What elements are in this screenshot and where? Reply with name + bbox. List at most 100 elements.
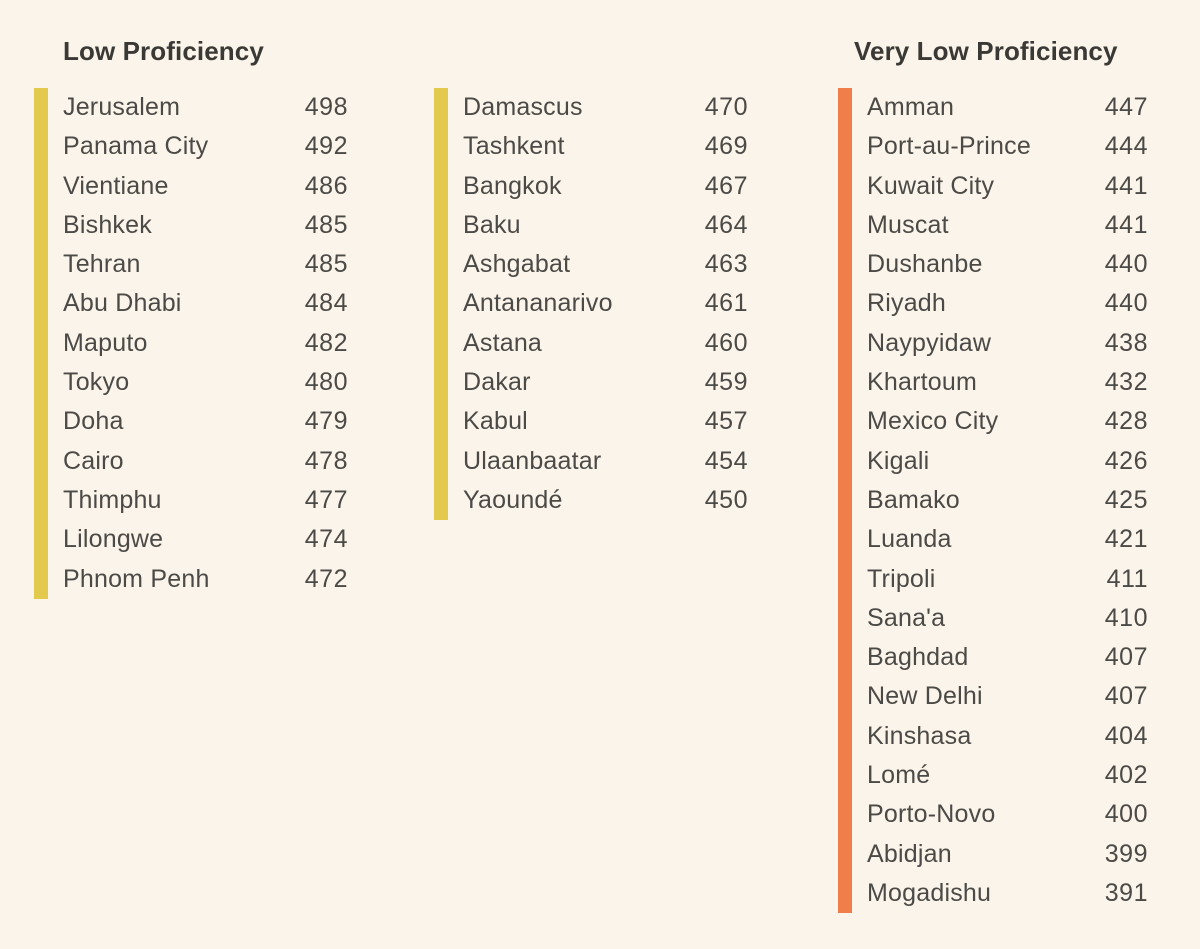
band-color-bar-yellow xyxy=(434,88,448,521)
city-score: 485 xyxy=(304,210,348,239)
city-score: 438 xyxy=(1104,328,1148,357)
city-row: New Delhi 407 xyxy=(867,677,1148,716)
city-score: 440 xyxy=(1104,289,1148,318)
city-score: 474 xyxy=(304,525,348,554)
city-name: Port-au-Prince xyxy=(867,132,1031,161)
city-name: Ashgabat xyxy=(463,250,571,279)
city-score: 482 xyxy=(304,328,348,357)
city-row: Bangkok 467 xyxy=(463,167,748,206)
city-name: Ulaanbaatar xyxy=(463,446,602,475)
city-score: 454 xyxy=(704,446,748,475)
city-score: 441 xyxy=(1104,210,1148,239)
city-row: Mogadishu 391 xyxy=(867,874,1148,913)
city-score: 447 xyxy=(1104,93,1148,121)
city-row: Bishkek 485 xyxy=(63,206,348,245)
city-row: Porto-Novo 400 xyxy=(867,795,1148,834)
city-score: 410 xyxy=(1104,603,1148,632)
city-name: New Delhi xyxy=(867,682,983,711)
city-row: Abu Dhabi 484 xyxy=(63,284,348,323)
city-score: 450 xyxy=(704,485,748,514)
city-name: Lilongwe xyxy=(63,525,164,554)
city-name: Kigali xyxy=(867,446,930,475)
city-row: Port-au-Prince 444 xyxy=(867,127,1148,166)
city-row: Sana'a 410 xyxy=(867,599,1148,638)
city-name: Tokyo xyxy=(63,368,130,397)
city-name: Muscat xyxy=(867,210,949,239)
city-row: Khartoum 432 xyxy=(867,363,1148,402)
city-row: Tashkent 469 xyxy=(463,127,748,166)
section-title-empty xyxy=(434,36,748,66)
city-row: Tripoli 411 xyxy=(867,560,1148,599)
city-score: 472 xyxy=(304,564,348,593)
city-row: Doha 479 xyxy=(63,402,348,441)
city-name: Abu Dhabi xyxy=(63,289,182,318)
city-score: 460 xyxy=(704,328,748,357)
city-name: Doha xyxy=(63,407,124,436)
city-name: Astana xyxy=(463,328,543,357)
city-name: Bangkok xyxy=(463,171,562,200)
section-title-very-low-proficiency: Very Low Proficiency xyxy=(854,36,1118,66)
city-score: 432 xyxy=(1104,368,1148,397)
city-score: 478 xyxy=(304,446,348,475)
city-score: 402 xyxy=(1104,761,1148,790)
city-score: 407 xyxy=(1104,682,1148,711)
city-row: Naypyidaw 438 xyxy=(867,324,1148,363)
city-row: Ashgabat 463 xyxy=(463,245,748,284)
city-name: Cairo xyxy=(63,446,124,475)
city-score: 464 xyxy=(704,210,748,239)
city-row: Bamako 425 xyxy=(867,481,1148,520)
city-name: Lomé xyxy=(867,761,931,790)
city-row: Lomé 402 xyxy=(867,756,1148,795)
section-title-low-proficiency: Low Proficiency xyxy=(63,36,264,66)
band-color-bar-orange xyxy=(838,88,852,914)
city-name: Bamako xyxy=(867,485,960,514)
city-score: 467 xyxy=(704,171,748,200)
city-name: Mogadishu xyxy=(867,878,992,907)
city-row: Dushanbe 440 xyxy=(867,245,1148,284)
city-list-low-b: Damascus 470 Tashkent 469 Bangkok 467 xyxy=(434,88,748,521)
city-row: Baku 464 xyxy=(463,206,748,245)
city-name: Kinshasa xyxy=(867,721,972,750)
city-rows: Amman 447 Port-au-Prince 444 Kuwait City… xyxy=(867,88,1148,913)
city-score: 428 xyxy=(1104,407,1148,436)
city-score: 411 xyxy=(1106,564,1148,593)
city-row: Damascus 470 xyxy=(463,88,748,127)
city-rows: Damascus 470 Tashkent 469 Bangkok 467 xyxy=(463,88,748,520)
city-name: Mexico City xyxy=(867,407,999,436)
city-row: Ulaanbaatar 454 xyxy=(463,442,748,481)
city-row: Lilongwe 474 xyxy=(63,520,348,559)
city-row: Amman 447 xyxy=(867,88,1148,127)
column-low-proficiency-a: Low Proficiency Jerusalem 498 Panama Cit… xyxy=(34,36,348,599)
city-name: Abidjan xyxy=(867,839,952,868)
city-score: 444 xyxy=(1104,132,1148,161)
city-name: Tehran xyxy=(63,250,141,279)
city-name: Phnom Penh xyxy=(63,564,210,593)
city-name: Damascus xyxy=(463,93,583,121)
city-name: Dakar xyxy=(463,368,531,397)
city-name: Sana'a xyxy=(867,603,946,632)
city-name: Naypyidaw xyxy=(867,328,992,357)
city-score: 469 xyxy=(704,132,748,161)
city-row: Abidjan 399 xyxy=(867,835,1148,874)
city-name: Luanda xyxy=(867,525,952,554)
city-name: Baghdad xyxy=(867,643,969,672)
city-row: Luanda 421 xyxy=(867,520,1148,559)
band-color-bar-yellow xyxy=(34,88,48,599)
city-list-very-low: Amman 447 Port-au-Prince 444 Kuwait City… xyxy=(838,88,1148,914)
city-score: 400 xyxy=(1104,800,1148,829)
city-score: 479 xyxy=(304,407,348,436)
city-score: 421 xyxy=(1104,525,1148,554)
city-name: Kabul xyxy=(463,407,528,436)
city-score: 459 xyxy=(704,368,748,397)
city-name: Baku xyxy=(463,210,521,239)
city-score: 404 xyxy=(1104,721,1148,750)
city-row: Cairo 478 xyxy=(63,442,348,481)
city-list-low-a: Jerusalem 498 Panama City 492 Vientiane … xyxy=(34,88,348,599)
city-rows: Jerusalem 498 Panama City 492 Vientiane … xyxy=(63,88,348,599)
city-name: Bishkek xyxy=(63,210,152,239)
city-score: 426 xyxy=(1104,446,1148,475)
city-name: Antananarivo xyxy=(463,289,613,318)
city-row: Antananarivo 461 xyxy=(463,284,748,323)
city-row: Vientiane 486 xyxy=(63,167,348,206)
